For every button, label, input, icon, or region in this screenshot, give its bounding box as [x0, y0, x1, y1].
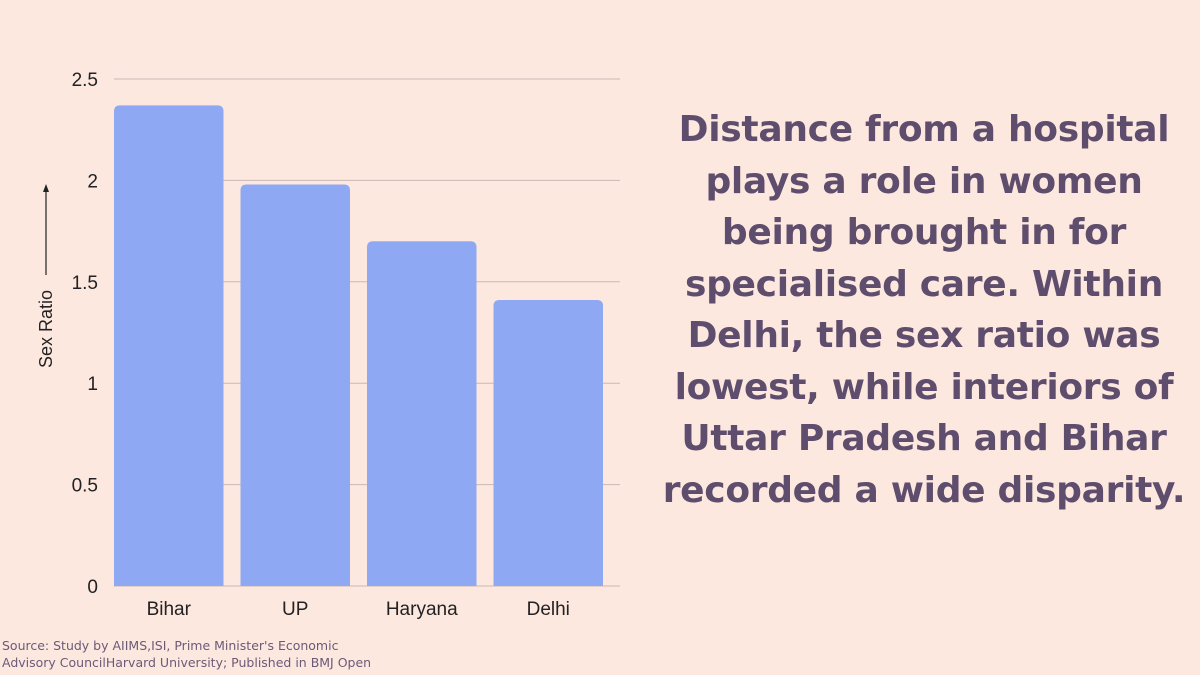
y-tick-label: 1.5 [72, 273, 98, 294]
bar-chart: 0 0.5 1 1.5 2 2.5 Bihar UP Haryana Delhi Sex Rat… [36, 70, 620, 620]
y-axis-ticks: 0 0.5 1 1.5 2 2.5 [72, 70, 98, 598]
bar-bihar [114, 105, 224, 586]
x-tick-label: UP [282, 599, 308, 620]
bar-haryana [367, 241, 477, 587]
y-axis-arrowhead-icon [43, 184, 49, 192]
y-tick-label: 0.5 [72, 476, 98, 497]
y-axis-label: Sex Ratio [36, 290, 56, 368]
y-tick-label: 2.5 [72, 70, 98, 91]
y-axis-title: Sex Ratio [36, 184, 56, 368]
headline-text: Distance from a hospital plays a role in… [662, 109, 1186, 511]
y-tick-label: 0 [87, 577, 98, 598]
bar-delhi [493, 300, 603, 586]
x-tick-label: Bihar [147, 599, 192, 620]
x-tick-label: Haryana [386, 599, 458, 620]
source-line-1: Source: Study by AIIMS,ISI, Prime Minist… [2, 638, 339, 653]
x-axis-ticks: Bihar UP Haryana Delhi [147, 599, 570, 620]
bar-up [240, 184, 350, 586]
source-line-2: Advisory CouncilHarvard University; Publ… [2, 655, 372, 670]
y-tick-label: 1 [87, 374, 98, 395]
y-tick-label: 2 [87, 171, 98, 192]
x-tick-label: Delhi [527, 599, 570, 620]
bars [114, 105, 603, 587]
source-note: Source: Study by AIIMS,ISI, Prime Minist… [2, 637, 522, 671]
